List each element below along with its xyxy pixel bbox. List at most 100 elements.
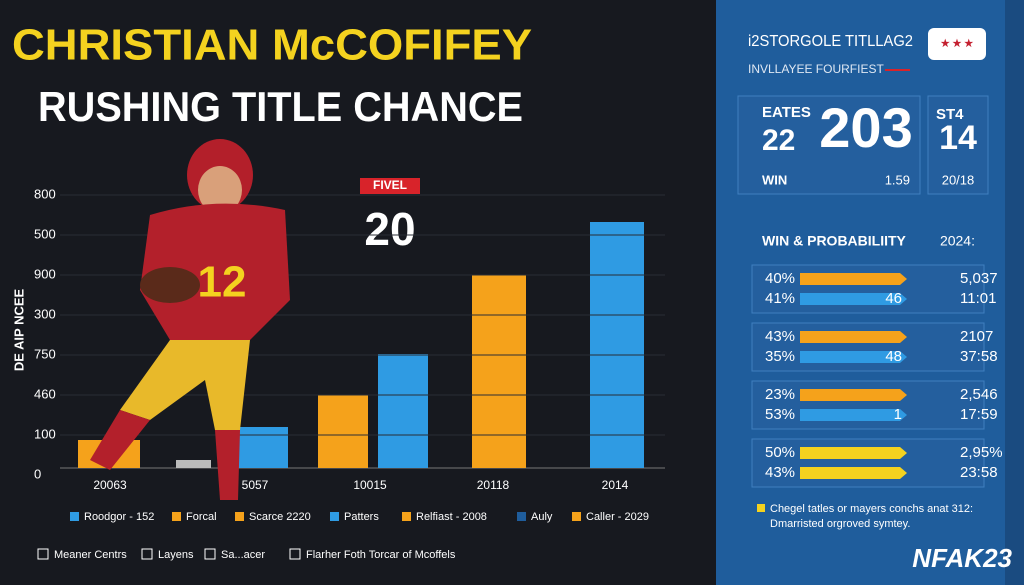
footer-icon [141,548,153,560]
row-right: 37:58 [960,348,998,365]
row-right: 17:59 [960,406,998,423]
legend-label: Caller - 2029 [586,511,649,523]
footer-label: Flarher Foth Torcar of Mcoffels [306,549,456,561]
footer-label: Sa...acer [221,549,265,561]
stat-box [737,95,921,195]
y-axis-label: DE AIP NCEE [11,288,26,371]
stat-big: 203 [819,96,912,159]
row-percent: 41% [765,290,795,307]
panel-subtitle: INVLLAYEE FOURFIEST [748,62,884,76]
legend-swatch [235,512,244,521]
y-tick-label: 0 [34,466,41,481]
note: Dmarristed orgroved symtey. [770,518,910,530]
stat-row-value: 20/18 [942,172,975,187]
row-bar [800,293,907,305]
bar [472,275,526,468]
legend-swatch [572,512,581,521]
legend-swatch [402,512,411,521]
callout-tag-box [360,178,420,194]
footer-icon [289,548,301,560]
stat-box [927,95,989,195]
x-tick-label: 5057 [242,478,269,492]
bar [176,460,211,468]
y-tick-label: 800 [34,186,56,201]
row-bar [800,389,907,401]
bar [238,427,288,468]
legend-label: Forcal [186,511,217,523]
probability-groups: 40% 5,037 41% 46 11:01 43% 2107 35% 48 37:58 23% 2,… [751,264,1003,488]
note-marker [757,504,765,512]
legend-swatch [330,512,339,521]
callout-value: 20 [364,203,415,255]
row-bar [800,351,907,363]
logo-badge [928,28,986,60]
note: Chegel tatles or mayers conchs anat 312: [770,503,973,515]
x-tick-label: 2014 [602,478,629,492]
footer-icon [204,548,216,560]
legend: Roodgor - 152 Forcal Scarce 2220 Patters Rel… [70,511,649,523]
legend-swatch [70,512,79,521]
row-mid: 48 [885,348,902,365]
row-right: 2,546 [960,386,998,403]
footer-label: Layens [158,549,194,561]
y-tick-label: 100 [34,426,56,441]
stat-big: 14 [939,119,977,157]
stat-row-label: WIN [762,172,787,187]
x-tick-label: 20118 [477,478,510,492]
bar [590,222,644,468]
stat-small: 22 [762,124,795,157]
legend-label: Relfiast - 2008 [416,511,487,523]
stat-label: EATES [762,104,811,121]
panel-title: i2STORGOLE TITLLAG2 [748,33,913,50]
logo: NFAK23 [912,543,1012,573]
footer-label: Meaner Centrs [54,549,127,561]
row-right: 2,95% [960,444,1003,461]
row-right: 5,037 [960,270,998,287]
row-mid: 1 [894,406,902,423]
x-tick-label: 20063 [93,478,127,492]
row-percent: 43% [765,328,795,345]
stat-label: ST4 [936,106,964,123]
callout-tag: FIVEL [373,178,407,192]
stat-row-value: 1.59 [885,172,910,187]
section-title: WIN & PROBABILIITY [762,233,907,249]
row-bar [800,409,907,421]
logo-badge-mark: ★ ★ ★ [941,39,973,50]
row-percent: 35% [765,348,795,365]
y-tick-label: 750 [34,346,56,361]
subtitle: RUSHING TITLE CHANCE [38,83,523,130]
legend-label: Auly [531,511,553,523]
bar [378,354,428,468]
x-tick-label: 10015 [353,478,387,492]
section-year: 2024: [940,233,975,249]
legend-swatch [172,512,181,521]
player-illustration: 12 [90,139,290,500]
row-right: 11:01 [960,290,996,307]
title: CHRISTIAN McCOFIFEY [12,21,532,70]
bar [318,395,368,468]
legend-label: Patters [344,511,379,523]
row-right: 2107 [960,328,993,345]
row-bar [800,273,907,285]
legend-label: Scarce 2220 [249,511,311,523]
row-percent: 50% [765,444,795,461]
row-percent: 23% [765,386,795,403]
legend-swatch [517,512,526,521]
row-percent: 43% [765,464,795,481]
y-tick-label: 460 [34,386,56,401]
legend-label: Roodgor - 152 [84,511,154,523]
y-tick-label: 500 [34,226,56,241]
footer-icon [37,548,49,560]
panel-edge [1005,0,1024,585]
row-percent: 53% [765,406,795,423]
row-mid: 46 [885,290,902,307]
svg-text:12: 12 [198,258,247,307]
footer: Meaner Centrs Layens Sa...acer Flarher Foth… [37,548,456,561]
y-tick-label: 900 [34,266,56,281]
y-tick-label: 300 [34,306,56,321]
row-bar [800,447,907,459]
row-bar [800,331,907,343]
row-percent: 40% [765,270,795,287]
row-bar [800,467,907,479]
